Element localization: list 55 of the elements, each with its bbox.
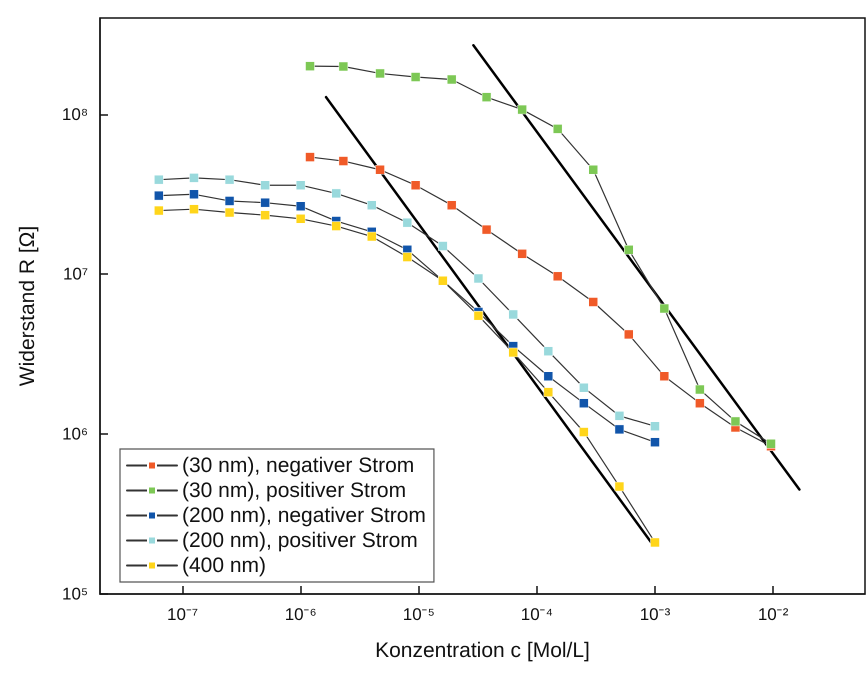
point — [296, 180, 306, 190]
point — [189, 190, 199, 200]
x-tick-label: 10⁻⁷ — [167, 605, 198, 624]
y-tick-label: 10⁶ — [62, 424, 88, 444]
point — [438, 241, 448, 251]
point — [189, 204, 199, 214]
point — [579, 398, 589, 408]
point — [579, 382, 589, 392]
point — [614, 411, 624, 421]
point — [154, 174, 164, 184]
x-tick-label: 10⁻³ — [640, 605, 671, 624]
point — [224, 196, 234, 206]
point — [367, 200, 377, 210]
point — [474, 310, 484, 320]
x-tick-label: 10⁻⁵ — [402, 605, 435, 624]
point — [474, 274, 484, 284]
legend-label: (30 nm), negativer Strom — [182, 454, 414, 477]
legend-label: (30 nm), positiver Strom — [182, 479, 406, 502]
legend-label: (400 nm) — [182, 554, 266, 577]
legend-label: (200 nm), positiver Strom — [182, 529, 418, 552]
point — [402, 252, 412, 262]
point — [224, 174, 234, 184]
point — [296, 201, 306, 211]
x-axis-title: Konzentration c [Mol/L] — [375, 639, 590, 662]
point — [508, 348, 518, 358]
point — [614, 482, 624, 492]
x-tick-label: 10⁻⁶ — [284, 605, 317, 624]
point — [650, 437, 660, 447]
point — [508, 310, 518, 320]
point — [544, 387, 554, 397]
point — [260, 210, 270, 220]
point — [189, 173, 199, 183]
point — [296, 214, 306, 224]
point — [260, 198, 270, 208]
point — [260, 180, 270, 190]
point — [579, 427, 589, 437]
point — [544, 372, 554, 381]
y-tick-label: 10⁸ — [62, 104, 88, 124]
point — [402, 218, 412, 228]
legend-label: (200 nm), negativer Strom — [182, 504, 426, 527]
point — [650, 538, 660, 548]
point — [650, 421, 660, 431]
x-tick-label: 10⁻² — [758, 605, 789, 624]
y-tick-label: 10⁷ — [62, 264, 88, 284]
point — [614, 424, 624, 434]
point — [331, 188, 341, 198]
y-axis-title: Widerstand R [Ω] — [16, 226, 39, 386]
point — [154, 190, 164, 200]
point — [154, 206, 164, 216]
y-tick-label: 10⁵ — [62, 584, 88, 604]
point — [224, 208, 234, 218]
point — [367, 232, 377, 242]
point — [331, 221, 341, 231]
point — [544, 346, 554, 356]
x-tick-label: 10⁻⁴ — [520, 605, 553, 624]
